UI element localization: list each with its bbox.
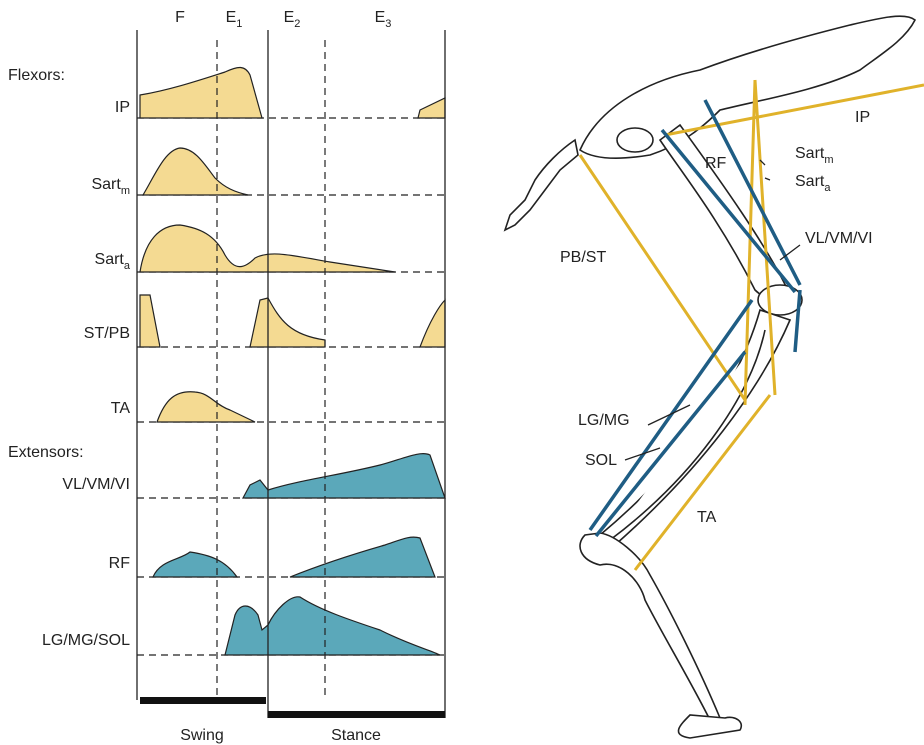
phase-label: E3	[375, 9, 392, 30]
leg-label: RF	[705, 155, 727, 172]
label-text: LG/MG	[578, 412, 630, 429]
label-text: Sart	[91, 176, 121, 193]
row-label: ST/PB	[84, 325, 130, 342]
leg-label: LG/MG	[578, 412, 630, 429]
label-text: Sart	[795, 145, 825, 162]
subscript: 2	[294, 18, 300, 30]
label-text: ST/PB	[84, 325, 130, 342]
leg-label: VL/VM/VI	[805, 230, 873, 247]
label-text: Sart	[95, 251, 125, 268]
subscript: 1	[236, 18, 242, 30]
row-label: Sarta	[95, 251, 131, 272]
label-text: TA	[111, 400, 131, 417]
label-text: E	[284, 9, 295, 26]
subscript: a	[824, 182, 831, 194]
leg-label: TA	[697, 509, 717, 526]
emg-panel: F E1 E2 E3 Flexors: Extensors: IP Sartm …	[8, 9, 446, 744]
subscript: 3	[385, 18, 391, 30]
leg-label: Sarta	[795, 173, 831, 194]
row-label: TA	[111, 400, 131, 417]
flexor-envelopes	[139, 66, 446, 423]
support-label: Stance	[331, 727, 381, 744]
subscript: m	[121, 185, 130, 197]
leg-label: SOL	[585, 452, 617, 469]
phase-label: E2	[284, 9, 301, 30]
label-text: VL/VM/VI	[62, 476, 130, 493]
group-label: Flexors:	[8, 67, 65, 84]
label-text: F	[175, 9, 185, 26]
label-text: E	[375, 9, 386, 26]
label-text: Sart	[795, 173, 825, 190]
label-text: RF	[109, 555, 131, 572]
label-text: SOL	[585, 452, 617, 469]
phase-label: E1	[226, 9, 243, 30]
row-label: IP	[115, 99, 130, 116]
subscript: m	[824, 154, 833, 166]
label-text: RF	[705, 155, 727, 172]
label-text: IP	[855, 109, 870, 126]
phase-label: F	[175, 9, 185, 26]
label-text: VL/VM/VI	[805, 230, 873, 247]
label-text: LG/MG/SOL	[42, 632, 130, 649]
row-label: RF	[109, 555, 131, 572]
leg-drawing: IP RF Sartm Sarta VL/VM/VI PB/ST LG/MG S…	[503, 15, 924, 739]
label-text: PB/ST	[560, 249, 606, 266]
label-text: IP	[115, 99, 130, 116]
group-label: Extensors:	[8, 444, 84, 461]
label-text: E	[226, 9, 237, 26]
row-label: VL/VM/VI	[62, 476, 130, 493]
row-label: LG/MG/SOL	[42, 632, 130, 649]
label-text: TA	[697, 509, 717, 526]
extensor-envelopes	[152, 453, 446, 656]
subscript: a	[124, 260, 131, 272]
support-label: Swing	[180, 727, 224, 744]
leg-label: PB/ST	[560, 249, 606, 266]
row-label: Sartm	[91, 176, 130, 197]
leg-label: Sartm	[795, 145, 834, 166]
leg-label: IP	[855, 109, 870, 126]
